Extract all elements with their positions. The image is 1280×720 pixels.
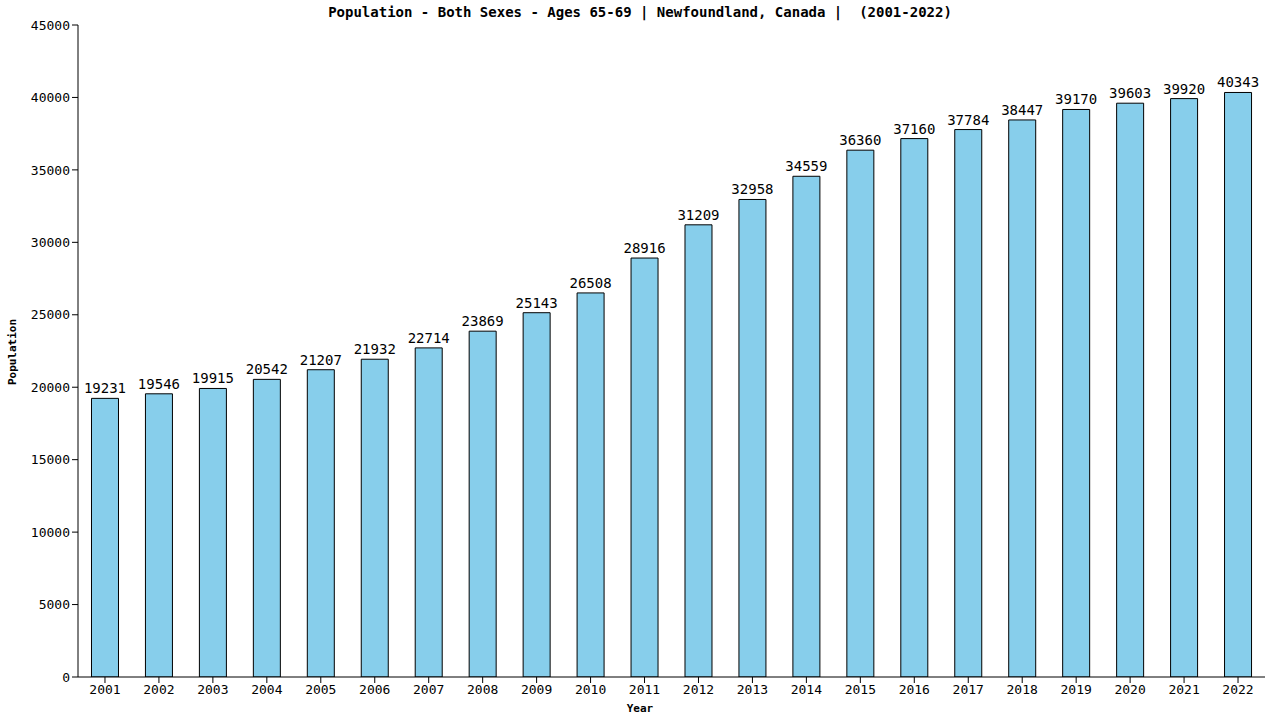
- svg-text:2021: 2021: [1168, 682, 1199, 697]
- svg-text:35000: 35000: [31, 163, 70, 178]
- svg-text:45000: 45000: [31, 18, 70, 33]
- html-text:Population: Population: [5, 318, 19, 386]
- svg-text:2003: 2003: [197, 682, 228, 697]
- svg-text:20000: 20000: [31, 380, 70, 395]
- svg-text:37784: 37784: [947, 112, 989, 128]
- svg-text:37160: 37160: [893, 121, 935, 137]
- svg-text:2019: 2019: [1061, 682, 1092, 697]
- svg-text:19546: 19546: [138, 376, 180, 392]
- html-text:Population - Both Sexes - Ages: Population - Both Sexes - Ages 65-69 | N…: [328, 4, 952, 20]
- svg-text:25143: 25143: [516, 295, 558, 311]
- svg-text:40343: 40343: [1217, 74, 1259, 90]
- svg-text:2009: 2009: [521, 682, 552, 697]
- svg-text:23869: 23869: [462, 313, 504, 329]
- svg-text:30000: 30000: [31, 235, 70, 250]
- svg-text:2001: 2001: [89, 682, 120, 697]
- svg-text:20542: 20542: [246, 361, 288, 377]
- svg-text:34559: 34559: [785, 158, 827, 174]
- svg-text:38447: 38447: [1001, 102, 1043, 118]
- svg-text:32958: 32958: [731, 181, 773, 197]
- svg-text:21207: 21207: [300, 352, 342, 368]
- svg-text:22714: 22714: [408, 330, 450, 346]
- svg-text:2002: 2002: [143, 682, 174, 697]
- svg-text:2006: 2006: [359, 682, 390, 697]
- svg-text:2013: 2013: [737, 682, 768, 697]
- svg-text:2016: 2016: [899, 682, 930, 697]
- svg-text:2017: 2017: [953, 682, 984, 697]
- svg-text:2020: 2020: [1114, 682, 1145, 697]
- svg-text:2007: 2007: [413, 682, 444, 697]
- svg-text:40000: 40000: [31, 90, 70, 105]
- svg-text:2018: 2018: [1007, 682, 1038, 697]
- svg-text:39920: 39920: [1163, 81, 1205, 97]
- svg-text:19915: 19915: [192, 370, 234, 386]
- html-text:Year: Year: [626, 702, 654, 715]
- svg-text:28916: 28916: [623, 240, 665, 256]
- svg-text:2015: 2015: [845, 682, 876, 697]
- svg-text:2022: 2022: [1222, 682, 1253, 697]
- svg-text:15000: 15000: [31, 452, 70, 467]
- svg-text:25000: 25000: [31, 307, 70, 322]
- svg-text:5000: 5000: [39, 597, 70, 612]
- svg-text:36360: 36360: [839, 132, 881, 148]
- svg-text:0: 0: [62, 670, 70, 685]
- svg-text:26508: 26508: [570, 275, 612, 291]
- svg-text:39603: 39603: [1109, 85, 1151, 101]
- svg-text:21932: 21932: [354, 341, 396, 357]
- svg-text:19231: 19231: [84, 380, 126, 396]
- svg-text:2010: 2010: [575, 682, 606, 697]
- svg-text:31209: 31209: [677, 207, 719, 223]
- svg-text:2005: 2005: [305, 682, 336, 697]
- svg-text:39170: 39170: [1055, 91, 1097, 107]
- svg-text:2008: 2008: [467, 682, 498, 697]
- svg-text:2011: 2011: [629, 682, 660, 697]
- svg-text:2004: 2004: [251, 682, 282, 697]
- svg-text:2012: 2012: [683, 682, 714, 697]
- svg-text:2014: 2014: [791, 682, 822, 697]
- svg-text:10000: 10000: [31, 525, 70, 540]
